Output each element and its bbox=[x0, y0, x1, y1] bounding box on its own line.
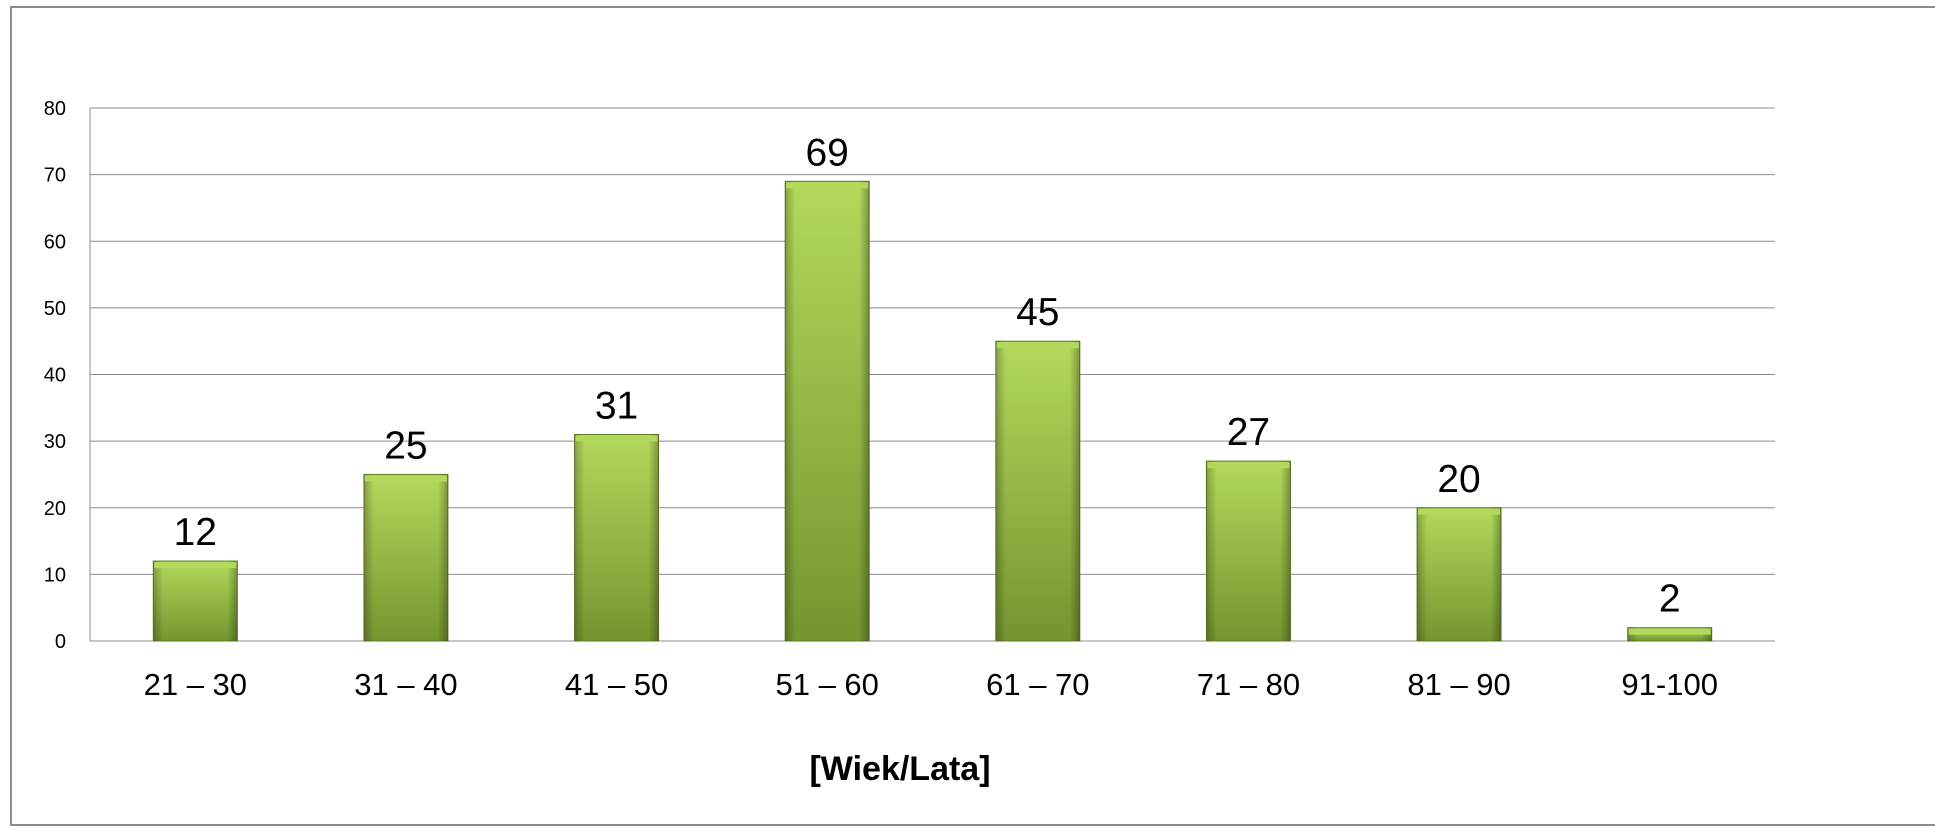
x-axis-category-labels: 21 – 30 31 – 40 41 – 50 51 – 60 61 – 70 71 – … bbox=[144, 667, 1718, 702]
y-tick-label: 50 bbox=[44, 298, 66, 320]
gridlines bbox=[89, 107, 1775, 642]
bar bbox=[363, 473, 449, 642]
bar-top-bevel bbox=[1207, 462, 1290, 469]
data-label: 27 bbox=[1227, 411, 1270, 454]
bar-shading bbox=[363, 474, 448, 641]
bar-shading bbox=[785, 181, 870, 641]
bar bbox=[1627, 627, 1713, 642]
bar-chart: 0 10 20 30 40 50 60 70 80 12 25 31 69 45 27 20 2 21 – 3… bbox=[44, 98, 1775, 788]
x-category-label: 41 – 50 bbox=[565, 667, 668, 702]
x-category-label: 81 – 90 bbox=[1407, 667, 1510, 702]
bar bbox=[1416, 507, 1502, 642]
bar bbox=[784, 180, 870, 642]
bar bbox=[152, 560, 238, 642]
bars bbox=[152, 180, 1713, 642]
x-category-label: 31 – 40 bbox=[354, 667, 457, 702]
data-labels: 12 25 31 69 45 27 20 2 bbox=[174, 131, 1681, 620]
bar-shading bbox=[153, 561, 238, 641]
y-tick-label: 0 bbox=[55, 631, 66, 653]
y-tick-label: 70 bbox=[44, 165, 66, 187]
bar-shading bbox=[574, 434, 659, 641]
bar-top-bevel bbox=[786, 182, 869, 189]
bar-top-bevel bbox=[364, 475, 447, 482]
data-label: 2 bbox=[1659, 578, 1681, 621]
y-tick-label: 20 bbox=[44, 498, 66, 520]
y-axis-tick-labels: 0 10 20 30 40 50 60 70 80 bbox=[44, 98, 66, 653]
x-axis-title: [Wiek/Lata] bbox=[809, 750, 990, 788]
y-tick-label: 40 bbox=[44, 365, 66, 387]
bar-top-bevel bbox=[154, 562, 237, 569]
x-category-label: 91-100 bbox=[1621, 667, 1718, 702]
data-label: 12 bbox=[174, 511, 217, 554]
bar-top-bevel bbox=[1418, 508, 1501, 515]
y-tick-label: 80 bbox=[44, 98, 66, 120]
y-tick-label: 30 bbox=[44, 431, 66, 453]
data-label: 69 bbox=[805, 131, 848, 174]
chart-frame bbox=[10, 6, 1935, 826]
y-tick-label: 10 bbox=[44, 564, 66, 586]
bar-shading bbox=[1206, 461, 1291, 641]
data-label: 31 bbox=[595, 384, 638, 427]
data-label: 20 bbox=[1437, 458, 1480, 501]
bar-top-bevel bbox=[996, 342, 1079, 349]
bar bbox=[574, 433, 660, 642]
x-category-label: 61 – 70 bbox=[986, 667, 1089, 702]
y-tick-label: 60 bbox=[44, 231, 66, 253]
bar bbox=[1205, 460, 1291, 642]
bar-shading bbox=[1417, 507, 1502, 641]
bar-shading bbox=[995, 341, 1080, 641]
x-category-label: 51 – 60 bbox=[775, 667, 878, 702]
x-category-label: 21 – 30 bbox=[144, 667, 247, 702]
x-category-label: 71 – 80 bbox=[1197, 667, 1300, 702]
data-label: 45 bbox=[1016, 291, 1059, 334]
data-label: 25 bbox=[384, 424, 427, 467]
bar-top-bevel bbox=[1628, 628, 1711, 635]
bar-top-bevel bbox=[575, 435, 658, 442]
bar bbox=[995, 340, 1081, 642]
